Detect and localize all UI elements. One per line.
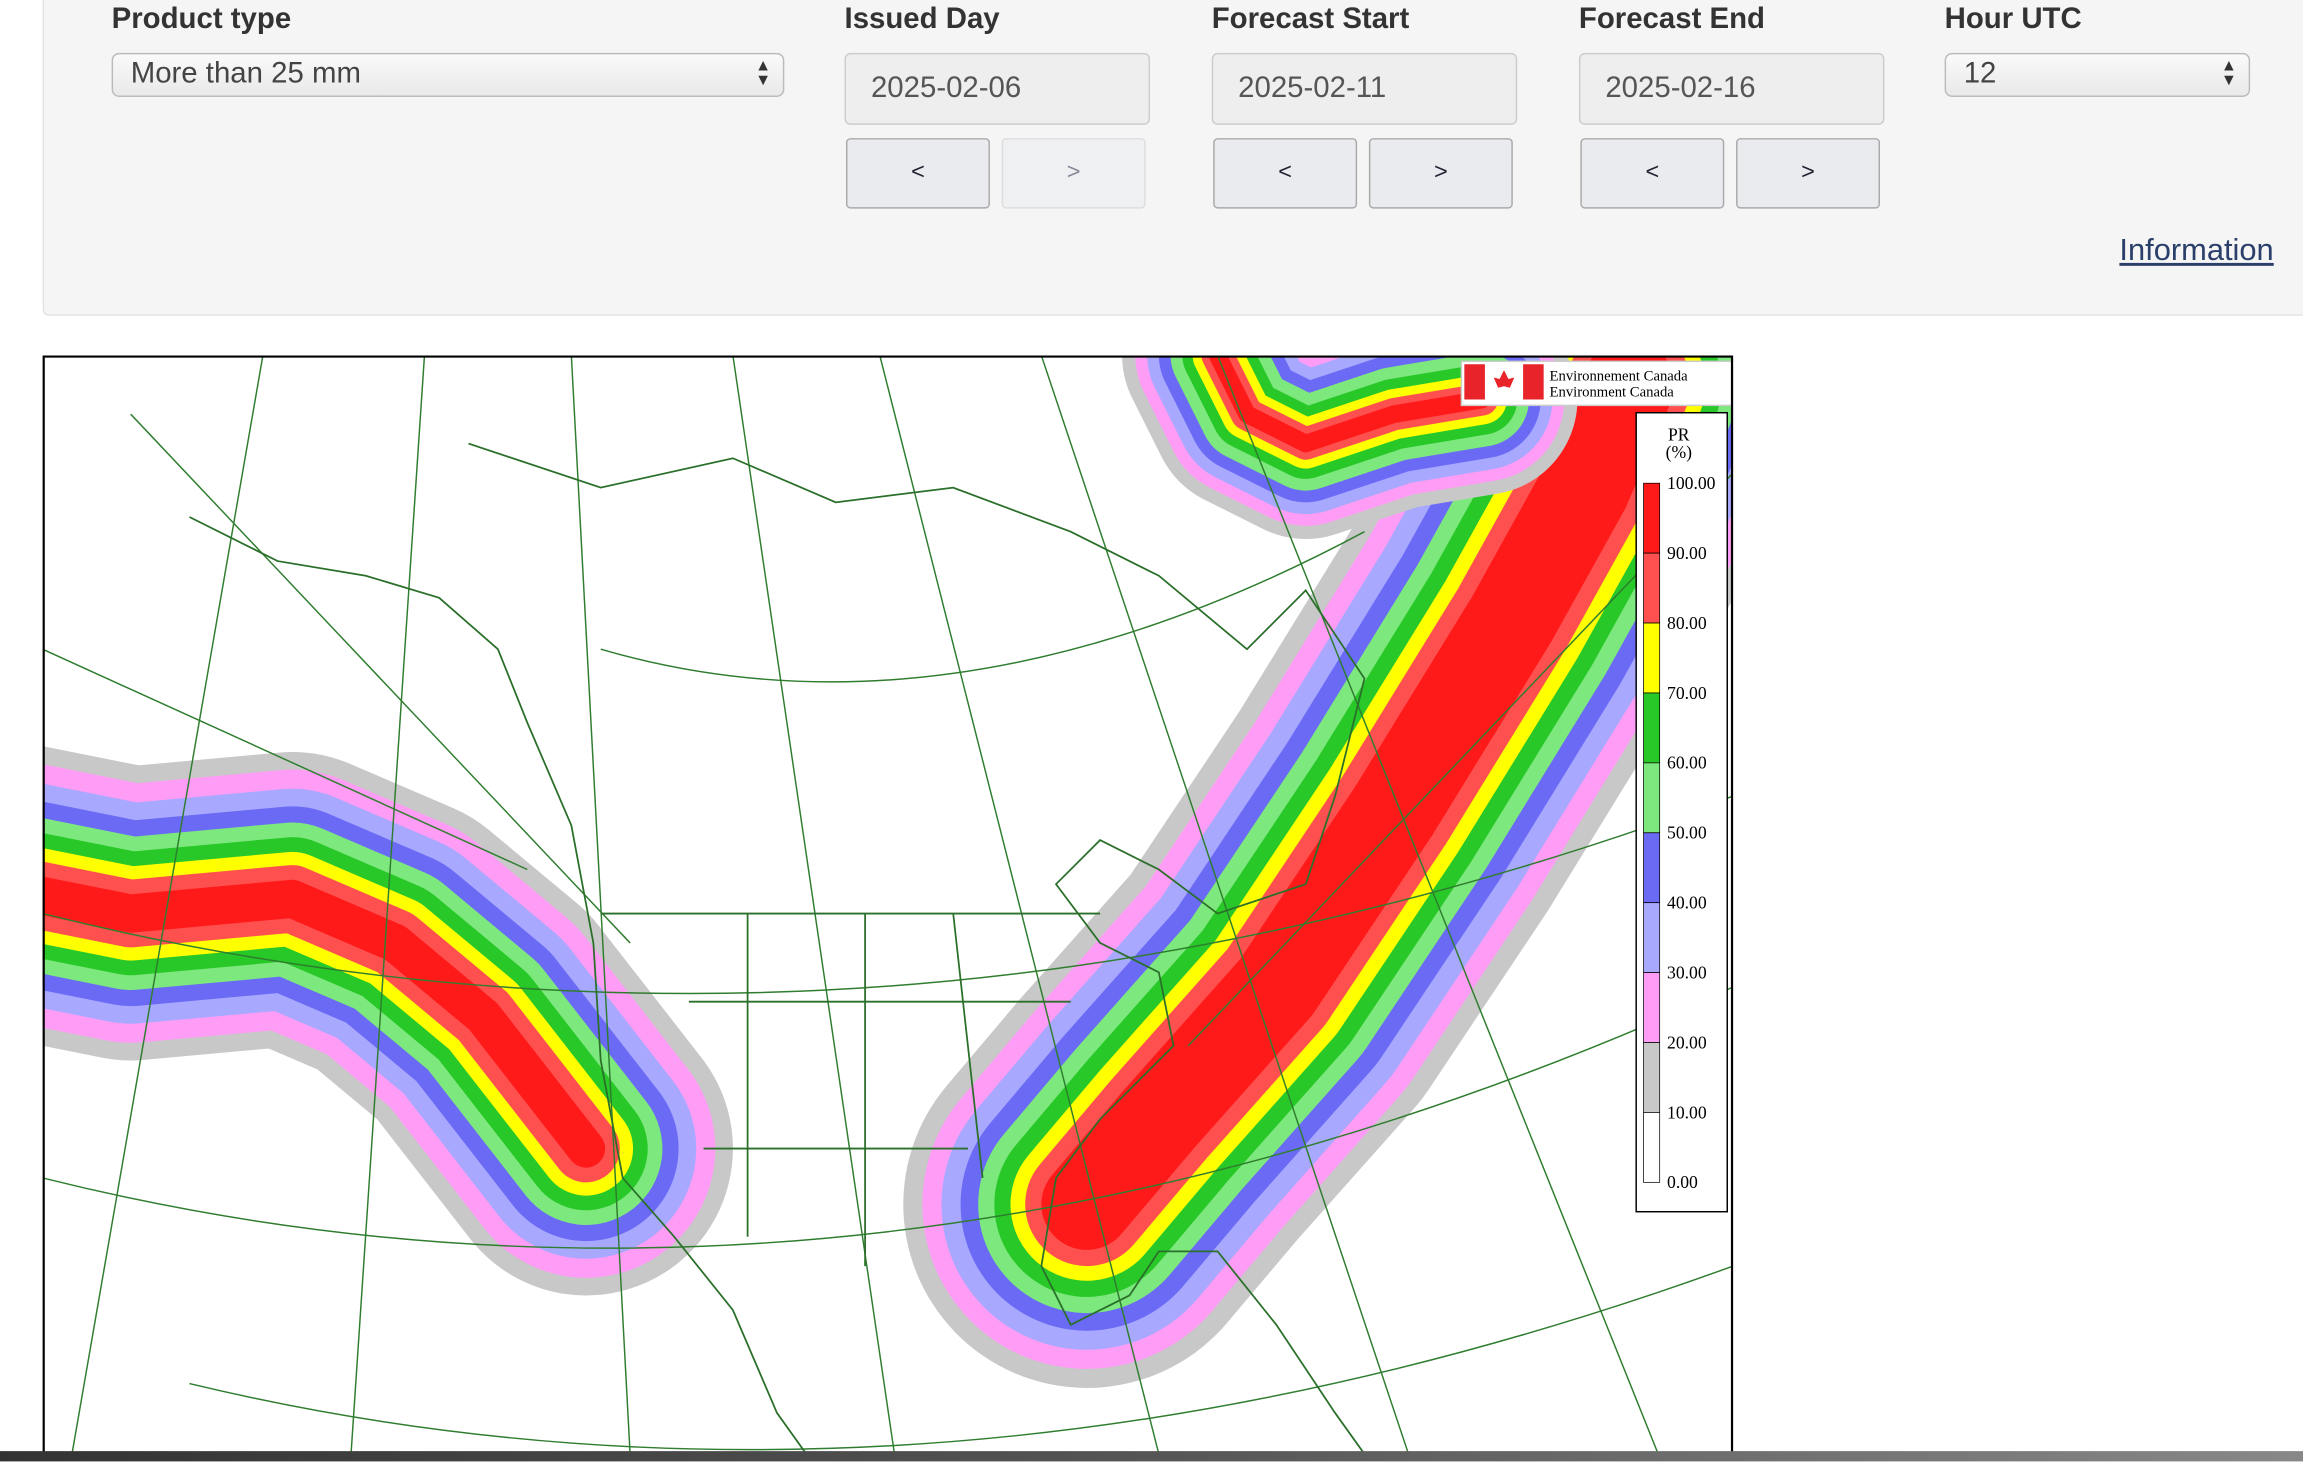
select-value: More than 25 mm (130, 57, 361, 90)
legend-tick-label: 60.00 (1667, 753, 1707, 773)
colorbar-segment (1643, 692, 1661, 764)
filter-label: Forecast Start (1211, 2, 1410, 36)
legend-tick-label: 100.00 (1667, 473, 1716, 493)
select-arrows: ▲ ▼ (755, 57, 772, 90)
legend-tick-label: 80.00 (1667, 613, 1707, 633)
select[interactable]: 12 ▲ ▼ (1944, 52, 2251, 97)
next-button[interactable]: > (1368, 138, 1513, 209)
filter-label: Forecast End (1578, 2, 1766, 36)
colorbar-segment (1643, 1042, 1661, 1113)
probability-band (42, 876, 606, 1168)
colorbar-segment (1643, 832, 1661, 904)
legend-tick-label: 20.00 (1667, 1032, 1707, 1052)
date-input[interactable]: 2025-02-11 (1211, 52, 1518, 125)
filter-panel (42, 0, 2303, 316)
legend-tick-label: 10.00 (1667, 1102, 1707, 1122)
legend-tick-label: 90.00 (1667, 543, 1707, 563)
filter-label: Issued Day (844, 2, 1000, 36)
colorbar-segment (1643, 902, 1661, 973)
date-input[interactable]: 2025-02-06 (844, 52, 1151, 125)
colorbar-segment (1643, 622, 1661, 694)
legend-unit: (%) (1666, 442, 1693, 462)
date-input[interactable]: 2025-02-16 (1578, 52, 1885, 125)
colorbar-segment (1643, 552, 1661, 624)
prev-button[interactable]: < (1213, 138, 1358, 209)
filter-label: Hour UTC (1944, 2, 2082, 36)
legend-tick-label: 0.00 (1667, 1172, 1698, 1192)
logo-text-fr: Environnement Canada (1550, 368, 1689, 384)
graticule (42, 355, 1734, 1455)
prev-button[interactable]: < (846, 138, 990, 209)
window-edge (0, 1451, 2303, 1462)
logo-text-en: Environment Canada (1550, 385, 1675, 401)
legend-tick-label: 30.00 (1667, 962, 1707, 982)
forecast-map: Environnement Canada Environment Canada … (42, 355, 1734, 1455)
information-link[interactable]: Information (2119, 233, 2274, 268)
probability-band (1041, 355, 1675, 1250)
colorbar-segment (1643, 972, 1661, 1043)
colorbar-segment (1643, 762, 1661, 834)
select-arrows: ▲ ▼ (2220, 57, 2237, 90)
filter-label: Product type (111, 2, 292, 36)
legend-tick-label: 70.00 (1667, 683, 1707, 703)
colorbar-segment (1643, 482, 1661, 554)
probability-band (1208, 355, 1491, 453)
coastlines (189, 442, 1366, 1455)
colorbar-segment (1643, 1112, 1661, 1183)
select[interactable]: More than 25 mm ▲ ▼ (111, 52, 785, 97)
legend-tick-label: 50.00 (1667, 823, 1707, 843)
probability-field (42, 355, 1734, 1388)
legend-title: PR (1668, 425, 1690, 445)
logo: Environnement Canada Environment Canada (1460, 360, 1733, 407)
legend: PR (%) 100.00 90.00 80.00 70.00 60.00 50.00 40… (1635, 411, 1728, 1213)
legend-tick-label: 40.00 (1667, 893, 1707, 913)
next-button[interactable]: > (1736, 138, 1880, 209)
prev-button[interactable]: < (1580, 138, 1725, 209)
select-value: 12 (1963, 57, 1997, 90)
next-button: > (1001, 138, 1146, 209)
